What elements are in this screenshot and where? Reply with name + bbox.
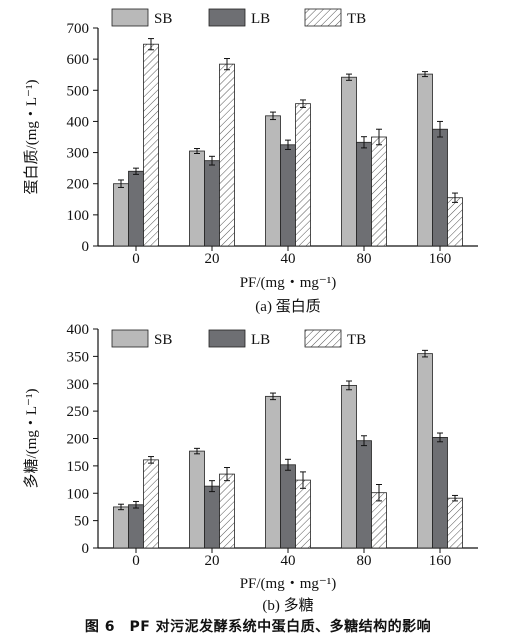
x-tick-label: 0 [132, 251, 140, 267]
legend-label-sb: SB [154, 11, 172, 27]
subplot-label: (b) 多糖 [262, 597, 313, 614]
x-axis-label: PF/(mg・mg⁻¹) [240, 275, 337, 291]
legend-label-sb: SB [154, 332, 172, 348]
bar-lb-80 [356, 440, 372, 549]
figure-caption: 图 6 PF 对污泥发酵系统中蛋白质、多糖结构的影响 [84, 619, 432, 635]
bar-lb-160 [432, 128, 448, 247]
bar-sb-0 [113, 506, 129, 549]
y-tick-label: 300 [67, 146, 90, 162]
x-tick-label: 80 [357, 553, 372, 569]
legend-swatch-sb [111, 8, 149, 27]
legend-label-tb: TB [347, 11, 366, 27]
y-axis-label: 蛋白质/(mg・L⁻¹) [23, 80, 40, 195]
x-tick-label: 40 [281, 251, 296, 267]
bar-tb-40 [295, 479, 311, 549]
bar-lb-0 [128, 504, 144, 549]
legend-swatch-sb [111, 329, 149, 348]
y-tick-label: 100 [67, 208, 90, 224]
y-tick-label: 500 [67, 83, 90, 99]
legend-label-tb: TB [347, 332, 366, 348]
y-tick-label: 400 [67, 114, 90, 130]
bar-tb-0 [143, 43, 159, 247]
bar-lb-160 [432, 437, 448, 549]
legend-label-lb: LB [251, 11, 270, 27]
bar-tb-80 [371, 136, 387, 247]
y-axis-label: 多糖/(mg・L⁻¹) [23, 389, 40, 489]
legend-swatch-lb [208, 8, 246, 27]
x-tick-label: 20 [205, 553, 220, 569]
bar-lb-20 [204, 485, 220, 549]
y-tick-label: 200 [67, 177, 90, 193]
y-tick-label: 150 [67, 459, 90, 475]
panel-b-polysaccharide: 0 50 100 150 200 250 300 350 400 0 20 40 80 160 SB LB TB… [23, 322, 478, 614]
y-tick-label: 700 [67, 21, 90, 37]
subplot-label: (a) 蛋白质 [255, 298, 320, 315]
bar-sb-20 [189, 150, 205, 247]
bar-lb-20 [204, 160, 220, 247]
bar-tb-20 [219, 473, 235, 549]
bar-sb-40 [265, 115, 281, 247]
bar-sb-0 [113, 183, 129, 247]
y-tick-label: 100 [67, 486, 90, 502]
y-tick-label: 350 [67, 349, 90, 365]
x-tick-label: 80 [357, 251, 372, 267]
x-tick-label: 160 [429, 251, 452, 267]
bar-sb-80 [341, 384, 357, 549]
bar-lb-40 [280, 144, 296, 247]
x-axis-label: PF/(mg・mg⁻¹) [240, 576, 337, 592]
legend-swatch-tb [304, 329, 342, 348]
y-tick-label: 300 [67, 377, 90, 393]
y-tick-label: 200 [67, 432, 90, 448]
bar-tb-20 [219, 63, 235, 247]
bar-sb-160 [417, 353, 433, 549]
x-tick-label: 40 [281, 553, 296, 569]
y-tick-label: 0 [82, 541, 90, 557]
x-tick-label: 20 [205, 251, 220, 267]
bar-sb-40 [265, 395, 281, 549]
bar-lb-40 [280, 464, 296, 549]
x-tick-label: 160 [429, 553, 452, 569]
bar-tb-0 [143, 459, 159, 549]
bar-tb-40 [295, 103, 311, 247]
y-tick-label: 50 [74, 514, 89, 530]
legend-swatch-lb [208, 329, 246, 348]
x-tick-label: 0 [132, 553, 140, 569]
bar-lb-80 [356, 141, 372, 247]
panel-a-protein: 0 100 200 300 400 500 600 700 0 20 40 80 160 SB LB TB PF… [23, 8, 478, 315]
y-tick-label: 600 [67, 52, 90, 68]
bar-sb-80 [341, 76, 357, 247]
y-tick-label: 400 [67, 322, 90, 338]
bar-tb-160 [447, 197, 463, 247]
bar-lb-0 [128, 170, 144, 247]
y-tick-label: 250 [67, 404, 90, 420]
bar-sb-160 [417, 73, 433, 247]
bar-sb-20 [189, 450, 205, 549]
bar-tb-160 [447, 497, 463, 549]
legend-label-lb: LB [251, 332, 270, 348]
y-tick-label: 0 [82, 239, 90, 255]
legend-swatch-tb [304, 8, 342, 27]
